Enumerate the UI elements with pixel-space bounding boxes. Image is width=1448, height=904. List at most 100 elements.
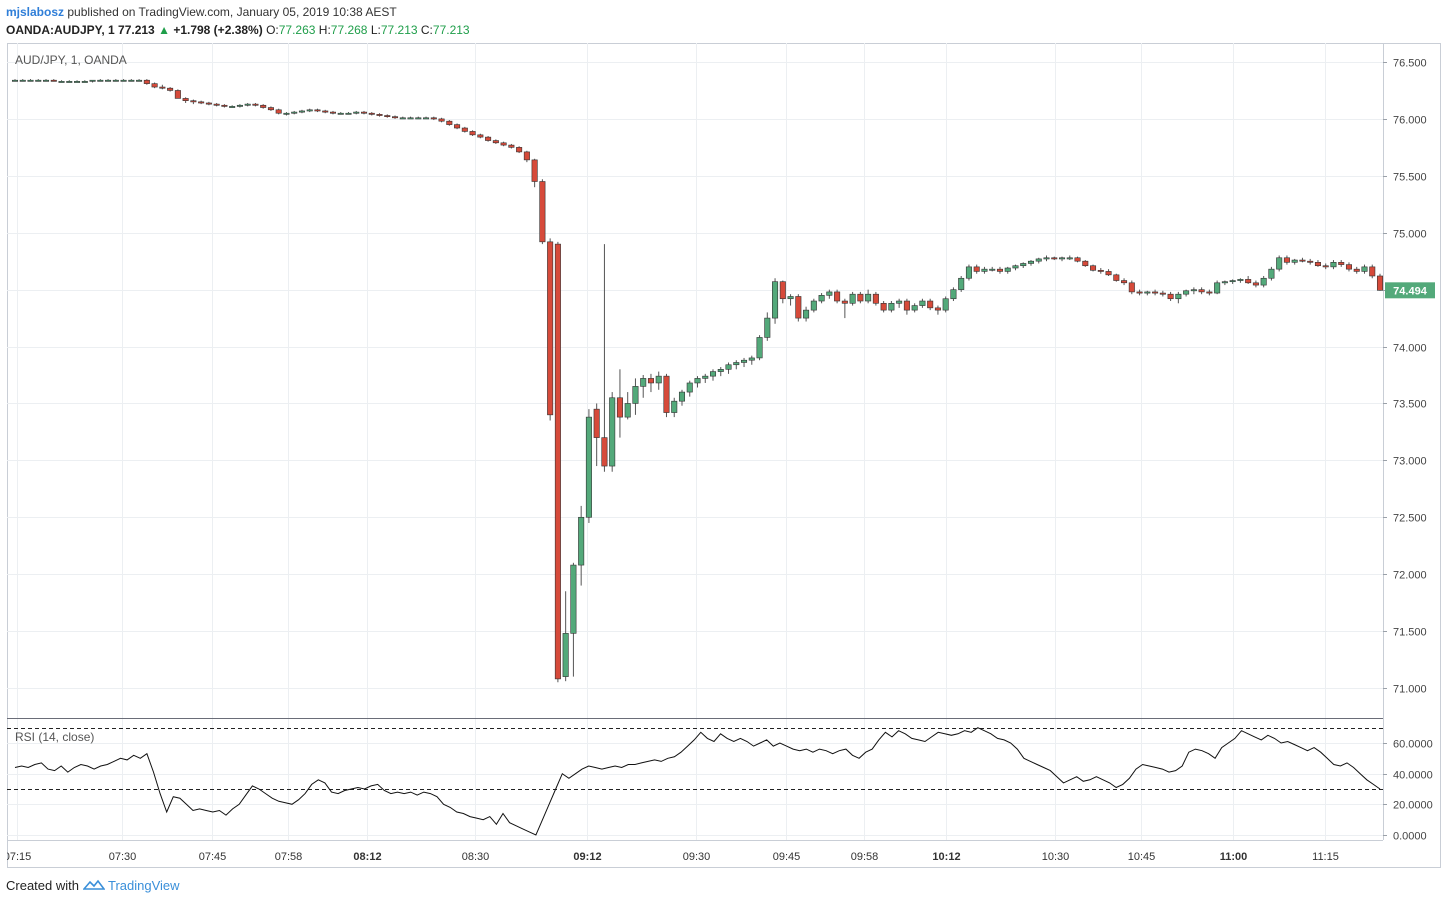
- candle-body: [1291, 259, 1298, 263]
- candle-body: [1027, 260, 1035, 264]
- high-label: H:: [318, 23, 331, 37]
- candle-body: [756, 337, 763, 359]
- candle-body: [1074, 257, 1081, 262]
- candle: [888, 301, 895, 313]
- time-tick-label: 10:45: [1128, 851, 1156, 863]
- candle-body: [539, 181, 546, 243]
- time-axis[interactable]: 07:15 07:30 07:45 07:58 08:12 08:30 09:12 09:30…: [4, 851, 1339, 863]
- candle: [1376, 273, 1384, 291]
- candle-body: [1214, 282, 1221, 294]
- up-arrow-icon: ▲: [158, 23, 170, 37]
- candle: [1206, 289, 1213, 296]
- candle: [1183, 289, 1190, 297]
- candle: [709, 369, 717, 381]
- chart-border: [7, 43, 1441, 868]
- candle: [1128, 280, 1135, 295]
- candle-body: [702, 375, 709, 379]
- author-link[interactable]: mjslabosz: [6, 5, 65, 19]
- candle: [554, 241, 561, 683]
- candle: [198, 100, 205, 105]
- candle-body: [337, 112, 344, 115]
- price-change: +1.798 (+2.38%): [173, 23, 263, 37]
- candle: [1004, 266, 1011, 274]
- candle-body: [640, 378, 647, 387]
- rsi-tick-label: 0.0000: [1393, 831, 1427, 843]
- time-tick-label: 09:58: [851, 851, 879, 863]
- candle-body: [1322, 265, 1329, 268]
- candle: [1136, 289, 1143, 296]
- candle-body: [1090, 265, 1097, 271]
- candle-body: [430, 117, 437, 120]
- candles-series: [11, 79, 1384, 683]
- candle: [97, 79, 104, 82]
- candle: [477, 133, 484, 139]
- time-tick-label: 10:12: [932, 851, 960, 863]
- candle: [1066, 255, 1073, 261]
- candle-body: [1252, 282, 1259, 286]
- candle: [601, 244, 608, 472]
- candle: [1097, 268, 1104, 274]
- candle: [756, 335, 763, 361]
- candle: [996, 266, 1003, 274]
- candle-body: [252, 103, 259, 106]
- candle-body: [919, 300, 926, 306]
- candle: [1159, 290, 1166, 297]
- candle-body: [1004, 267, 1011, 272]
- candle: [1369, 264, 1376, 279]
- candle-body: [996, 268, 1003, 272]
- candle: [1051, 256, 1058, 261]
- candle-body: [810, 300, 817, 311]
- candle-body: [725, 364, 732, 370]
- candle-body: [772, 281, 779, 319]
- candle: [306, 108, 313, 113]
- candle: [1198, 287, 1205, 295]
- price-tick-label: 75.500: [1393, 172, 1427, 184]
- last-price-badge-label: 74.494: [1393, 285, 1428, 297]
- candle-body: [221, 104, 228, 107]
- candle-body: [578, 516, 585, 566]
- candle: [578, 505, 585, 586]
- candle: [1229, 279, 1236, 284]
- candle-body: [1043, 257, 1050, 260]
- time-tick-label: 09:45: [773, 851, 801, 863]
- candle-body: [857, 293, 864, 302]
- last-price-badge: [1385, 282, 1435, 299]
- candle: [291, 110, 298, 115]
- candle-body: [143, 79, 150, 84]
- candle: [260, 104, 267, 109]
- candle: [508, 143, 515, 149]
- chart-frame[interactable]: 71.000 71.500 72.000 72.500 73.000 73.500 74.0…: [4, 43, 1441, 873]
- candle: [1252, 280, 1259, 288]
- candle: [818, 293, 825, 304]
- candle-body: [1314, 262, 1321, 267]
- candle: [353, 110, 360, 115]
- tradingview-brand-link[interactable]: TradingView: [108, 878, 180, 893]
- candle-body: [1183, 290, 1190, 295]
- candle-body: [741, 359, 748, 363]
- candle: [686, 380, 693, 397]
- candle: [229, 105, 236, 108]
- price-grid: [7, 43, 1383, 840]
- published-text: published on TradingView.com, January 05…: [67, 5, 397, 19]
- high-value: 77.268: [330, 23, 368, 37]
- chart-canvas[interactable]: 71.000 71.500 72.000 72.500 73.000 73.500 74.0…: [4, 43, 1441, 868]
- rsi-axis[interactable]: 0.0000 20.0000 40.0000 60.0000: [1383, 739, 1433, 843]
- candle: [1307, 258, 1314, 265]
- time-tick-label: 11:00: [1220, 851, 1248, 863]
- candle-body: [1376, 275, 1384, 291]
- candle: [849, 291, 856, 306]
- candle-body: [1097, 269, 1104, 272]
- candle-body: [392, 116, 399, 119]
- candle: [694, 376, 701, 388]
- candle-body: [306, 109, 313, 112]
- candle: [423, 116, 430, 120]
- candle-body: [236, 104, 243, 107]
- candle: [958, 275, 965, 292]
- low-value: 77.213: [380, 23, 418, 37]
- candle: [1268, 266, 1275, 281]
- time-tick-label: 11:15: [1312, 851, 1339, 863]
- candle: [810, 298, 817, 313]
- candle: [841, 298, 848, 319]
- symbol-name[interactable]: OANDA:AUDJPY, 1: [6, 23, 115, 37]
- candle-body: [190, 100, 197, 103]
